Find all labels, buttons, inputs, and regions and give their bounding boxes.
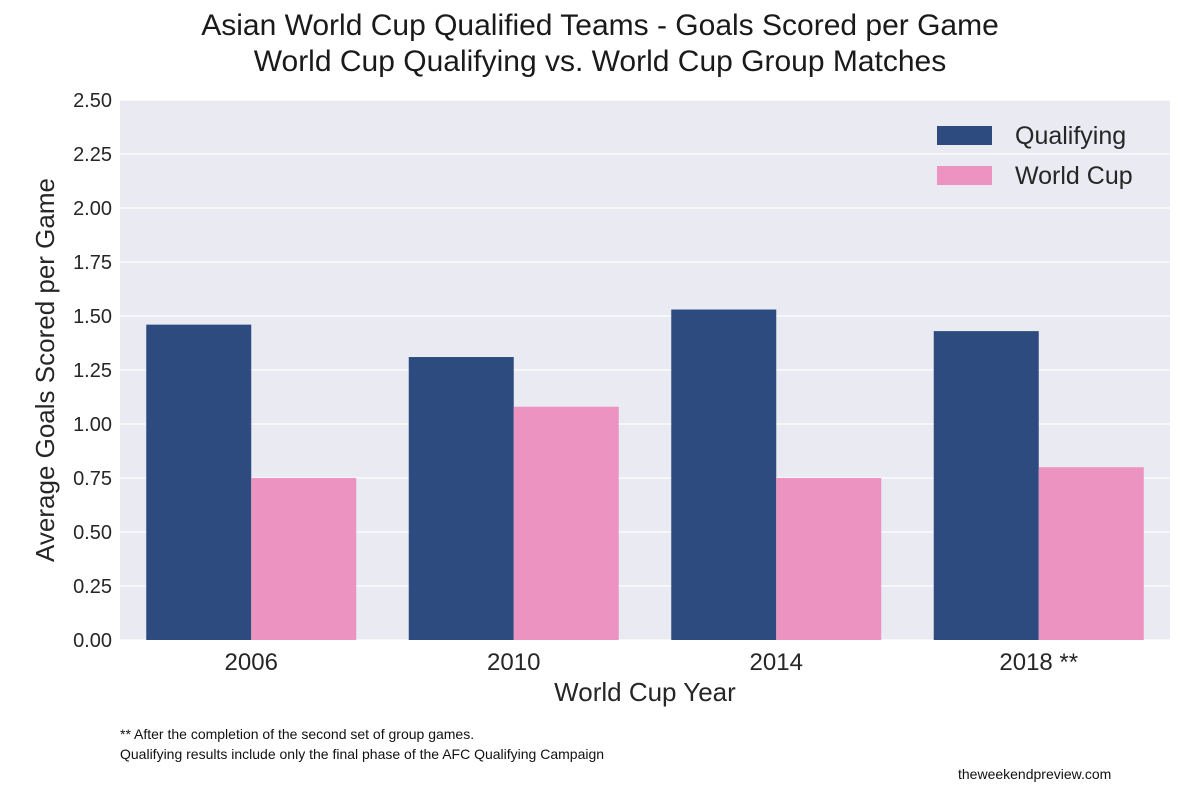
y-tick-label: 1.25 [73, 360, 112, 382]
x-tick-label: 2014 [750, 649, 803, 676]
y-axis-label: Average Goals Scored per Game [30, 178, 60, 562]
y-tick-label: 0.00 [73, 630, 112, 652]
y-tick-label: 0.25 [73, 576, 112, 598]
bar-world-cup [1038, 467, 1144, 640]
y-tick-label: 1.00 [73, 414, 112, 436]
y-tick-label: 1.75 [73, 252, 112, 274]
y-tick-label: 0.75 [73, 468, 112, 490]
x-tick-label: 2010 [487, 649, 540, 676]
x-tick-label: 2006 [225, 649, 278, 676]
y-tick-label: 0.50 [73, 522, 112, 544]
legend-swatch-world-cup [937, 166, 992, 185]
source-credit: theweekendpreview.com [958, 766, 1112, 782]
footnote-line-2: Qualifying results include only the fina… [120, 746, 605, 762]
y-tick-label: 2.50 [73, 90, 112, 112]
bar-qualifying [408, 357, 514, 640]
chart-title-block: Asian World Cup Qualified Teams - Goals … [0, 8, 1200, 80]
bar-world-cup [776, 478, 882, 640]
bar-qualifying [933, 331, 1039, 640]
chart-subtitle: World Cup Qualifying vs. World Cup Group… [253, 45, 947, 78]
y-tick-label: 2.00 [73, 198, 112, 220]
bar-world-cup [513, 406, 619, 640]
bar-world-cup [251, 478, 357, 640]
legend-swatch-qualifying [937, 126, 992, 145]
bar-qualifying [671, 309, 777, 640]
y-tick-label: 1.50 [73, 306, 112, 328]
x-axis-label: World Cup Year [554, 677, 736, 707]
footnote-line-1: ** After the completion of the second se… [120, 726, 475, 742]
y-tick-label: 2.25 [73, 144, 112, 166]
bar-qualifying [146, 324, 252, 640]
legend-label: World Cup [1015, 162, 1133, 190]
legend-label: Qualifying [1015, 122, 1126, 150]
x-tick-label: 2018 ** [999, 649, 1078, 676]
chart-title: Asian World Cup Qualified Teams - Goals … [201, 9, 999, 42]
